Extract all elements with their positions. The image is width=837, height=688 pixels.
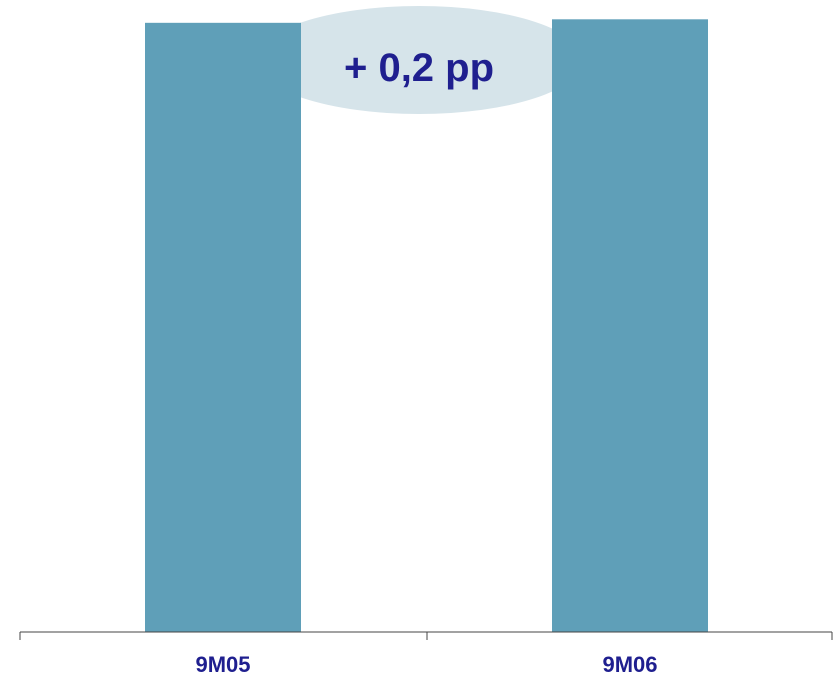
change-badge-ellipse: [255, 6, 583, 114]
bar-9m05: [145, 22, 301, 633]
bars-group: [145, 19, 708, 633]
x-tick-label: 9M05: [195, 652, 250, 677]
bar-9m06: [552, 19, 708, 633]
category-labels-group: 9M05 9M06: [195, 652, 657, 677]
change-badge: + 0,2 pp: [255, 6, 583, 114]
change-badge-text: + 0,2 pp: [344, 46, 494, 90]
x-tick-label: 9M06: [602, 652, 657, 677]
x-axis: [19, 631, 833, 640]
